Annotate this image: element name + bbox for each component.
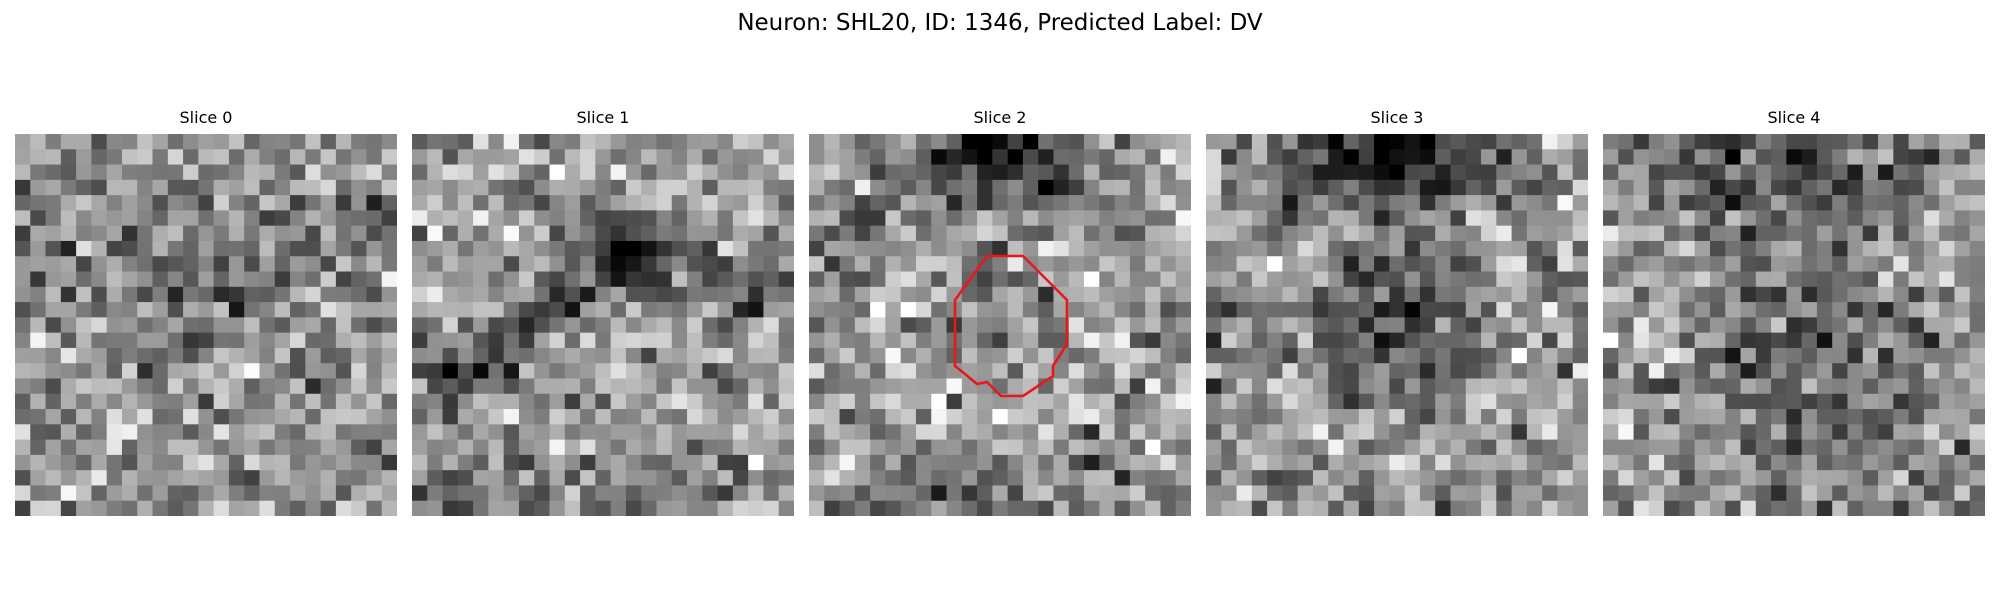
roi-contour (953, 254, 1069, 398)
slice-panel-4: Slice 4 (1603, 107, 1985, 520)
slice-panel-3: Slice 3 (1206, 107, 1588, 520)
slice-image (1206, 134, 1588, 516)
slice-panel-2: Slice 2 (809, 107, 1191, 520)
slice-title: Slice 0 (179, 108, 233, 127)
slice-title: Slice 3 (1370, 108, 1424, 127)
slice-panel-1: Slice 1 (412, 107, 794, 520)
slice-title: Slice 4 (1767, 108, 1821, 127)
slice-title: Slice 1 (576, 108, 630, 127)
slice-panel-0: Slice 0 (15, 107, 397, 520)
slice-image (1603, 134, 1985, 516)
slice-image (809, 134, 1191, 516)
slice-image (15, 134, 397, 516)
slice-title: Slice 2 (973, 108, 1027, 127)
figure-title: Neuron: SHL20, ID: 1346, Predicted Label… (737, 10, 1263, 36)
slice-image (412, 134, 794, 516)
